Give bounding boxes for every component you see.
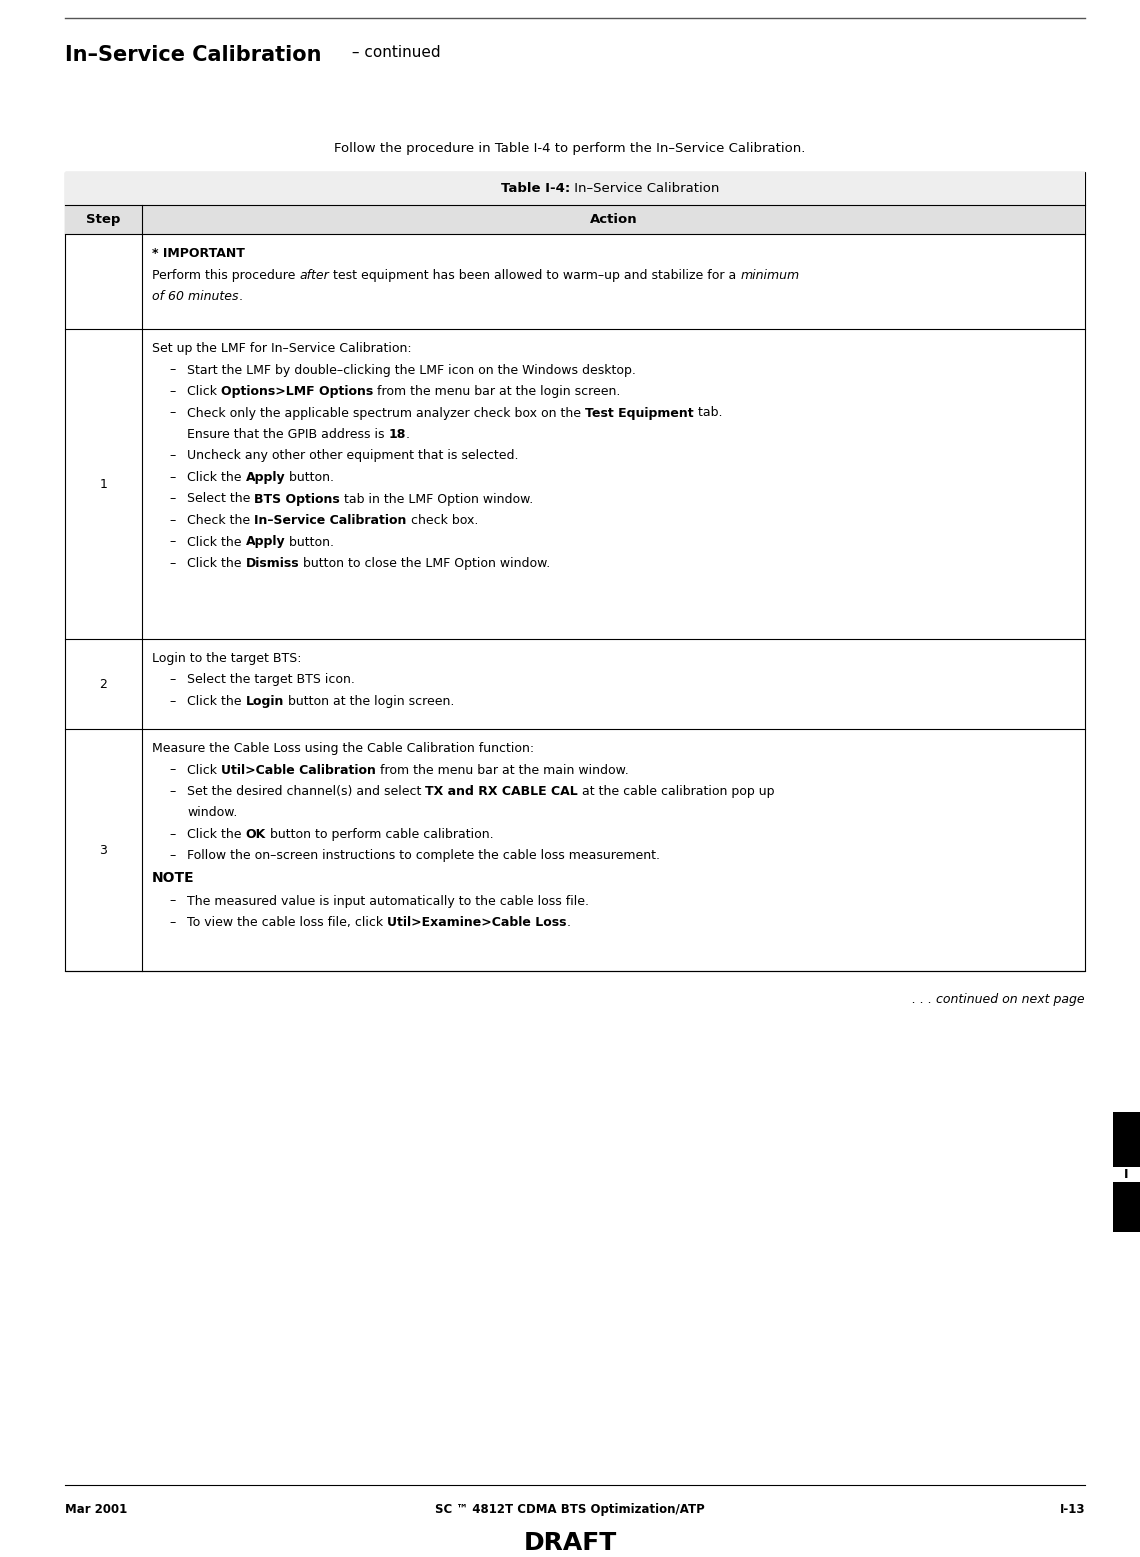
Text: In–Service Calibration: In–Service Calibration: [65, 45, 321, 65]
Text: –: –: [169, 385, 176, 399]
Text: Click the: Click the: [187, 536, 245, 548]
Text: Follow the on–screen instructions to complete the cable loss measurement.: Follow the on–screen instructions to com…: [187, 850, 660, 863]
Text: check box.: check box.: [407, 514, 478, 526]
Text: –: –: [169, 450, 176, 462]
Text: button at the login screen.: button at the login screen.: [284, 694, 454, 708]
Text: – continued: – continued: [347, 45, 441, 61]
Text: Step: Step: [87, 213, 121, 226]
Text: I: I: [1124, 1168, 1129, 1182]
Text: Login to the target BTS:: Login to the target BTS:: [152, 652, 301, 665]
Text: . . . continued on next page: . . . continued on next page: [912, 993, 1085, 1006]
Text: Util>Examine>Cable Loss: Util>Examine>Cable Loss: [388, 916, 567, 930]
Text: Click the: Click the: [187, 472, 245, 484]
Text: Click the: Click the: [187, 828, 245, 841]
Text: DRAFT: DRAFT: [523, 1531, 617, 1555]
Text: –: –: [169, 895, 176, 908]
Text: Options>LMF Options: Options>LMF Options: [221, 385, 373, 399]
Text: The measured value is input automatically to the cable loss file.: The measured value is input automaticall…: [187, 895, 589, 908]
Text: –: –: [169, 850, 176, 863]
Text: button.: button.: [285, 472, 334, 484]
Text: Check only the applicable spectrum analyzer check box on the: Check only the applicable spectrum analy…: [187, 406, 585, 419]
Text: Follow the procedure in Table I-4 to perform the In–Service Calibration.: Follow the procedure in Table I-4 to per…: [334, 142, 806, 156]
Text: 1: 1: [99, 478, 107, 490]
Text: –: –: [169, 674, 176, 687]
Text: button to close the LMF Option window.: button to close the LMF Option window.: [299, 557, 551, 570]
Text: –: –: [169, 557, 176, 570]
Text: from the menu bar at the login screen.: from the menu bar at the login screen.: [373, 385, 620, 399]
Text: –: –: [169, 763, 176, 777]
Text: Apply: Apply: [245, 472, 285, 484]
Text: –: –: [169, 694, 176, 708]
Text: In–Service Calibration: In–Service Calibration: [254, 514, 407, 526]
Text: window.: window.: [187, 807, 237, 819]
Text: Measure the Cable Loss using the Cable Calibration function:: Measure the Cable Loss using the Cable C…: [152, 743, 535, 755]
Text: –: –: [169, 472, 176, 484]
Bar: [65, 171, 1085, 206]
Text: To view the cable loss file, click: To view the cable loss file, click: [187, 916, 388, 930]
Text: Set the desired channel(s) and select: Set the desired channel(s) and select: [187, 785, 425, 799]
Text: at the cable calibration pop up: at the cable calibration pop up: [578, 785, 774, 799]
Text: In–Service Calibration: In–Service Calibration: [570, 182, 719, 195]
Text: Select the: Select the: [187, 492, 254, 506]
Text: after: after: [300, 268, 329, 282]
Text: Table I-4:: Table I-4:: [500, 182, 570, 195]
Text: Perform this procedure: Perform this procedure: [152, 268, 300, 282]
Text: Click the: Click the: [187, 557, 245, 570]
Bar: [1113, 1182, 1140, 1232]
Text: Uncheck any other other equipment that is selected.: Uncheck any other other equipment that i…: [187, 450, 519, 462]
Text: from the menu bar at the main window.: from the menu bar at the main window.: [376, 763, 628, 777]
Text: Mar 2001: Mar 2001: [65, 1503, 128, 1517]
Text: –: –: [169, 785, 176, 799]
Text: TX and RX CABLE CAL: TX and RX CABLE CAL: [425, 785, 578, 799]
Text: Click the: Click the: [187, 694, 245, 708]
Text: –: –: [169, 363, 176, 377]
Text: –: –: [169, 828, 176, 841]
Bar: [65, 171, 1085, 972]
Text: minimum: minimum: [740, 268, 799, 282]
Text: * IMPORTANT: * IMPORTANT: [152, 248, 245, 260]
Text: I-13: I-13: [1059, 1503, 1085, 1517]
Text: SC ™ 4812T CDMA BTS Optimization/ATP: SC ™ 4812T CDMA BTS Optimization/ATP: [435, 1503, 705, 1517]
Text: –: –: [169, 492, 176, 506]
Text: BTS Options: BTS Options: [254, 492, 340, 506]
Text: .: .: [238, 290, 243, 304]
Text: 18: 18: [389, 428, 406, 441]
Text: button to perform cable calibration.: button to perform cable calibration.: [266, 828, 494, 841]
Text: of 60 minutes: of 60 minutes: [152, 290, 238, 304]
Text: NOTE: NOTE: [152, 870, 195, 884]
Text: Test Equipment: Test Equipment: [585, 406, 693, 419]
Text: tab.: tab.: [693, 406, 722, 419]
Text: tab in the LMF Option window.: tab in the LMF Option window.: [340, 492, 534, 506]
Text: Apply: Apply: [245, 536, 285, 548]
Text: 3: 3: [99, 844, 107, 856]
Text: –: –: [169, 536, 176, 548]
Text: 2: 2: [99, 677, 107, 690]
Text: .: .: [567, 916, 571, 930]
Text: Click: Click: [187, 385, 221, 399]
Text: Start the LMF by double–clicking the LMF icon on the Windows desktop.: Start the LMF by double–clicking the LMF…: [187, 363, 636, 377]
Text: –: –: [169, 514, 176, 526]
Text: Ensure that the GPIB address is: Ensure that the GPIB address is: [187, 428, 389, 441]
Text: Select the target BTS icon.: Select the target BTS icon.: [187, 674, 355, 687]
Text: test equipment has been allowed to warm–up and stabilize for a: test equipment has been allowed to warm–…: [329, 268, 740, 282]
Text: Action: Action: [589, 213, 637, 226]
Text: –: –: [169, 406, 176, 419]
Text: Dismiss: Dismiss: [245, 557, 299, 570]
Text: Check the: Check the: [187, 514, 254, 526]
Text: Login: Login: [245, 694, 284, 708]
Text: Set up the LMF for In–Service Calibration:: Set up the LMF for In–Service Calibratio…: [152, 343, 412, 355]
Text: Util>Cable Calibration: Util>Cable Calibration: [221, 763, 376, 777]
Bar: [1113, 1112, 1140, 1168]
Text: –: –: [169, 916, 176, 930]
Bar: [65, 206, 1085, 234]
Text: button.: button.: [285, 536, 334, 548]
Text: Click: Click: [187, 763, 221, 777]
Text: .: .: [406, 428, 410, 441]
Text: OK: OK: [245, 828, 266, 841]
